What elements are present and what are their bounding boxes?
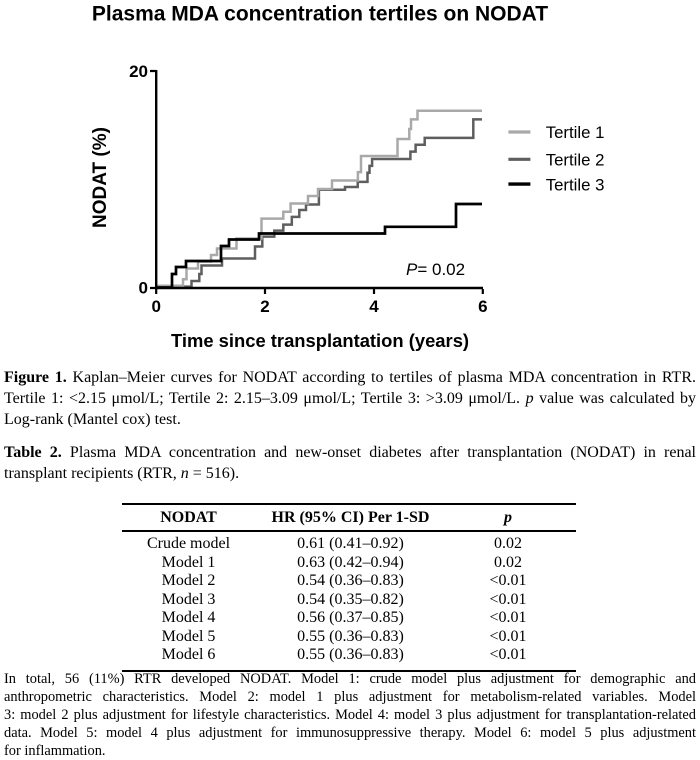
svg-text:0: 0	[139, 279, 148, 298]
svg-text:4: 4	[369, 297, 379, 316]
svg-text:Time since transplantation (ye: Time since transplantation (years)	[171, 330, 469, 351]
svg-text:Tertile 3: Tertile 3	[546, 175, 605, 194]
svg-text:6: 6	[478, 297, 487, 316]
svg-text:Tertile 1: Tertile 1	[546, 123, 605, 142]
svg-text:P= 0.02: P= 0.02	[406, 260, 465, 279]
svg-text:2: 2	[260, 297, 269, 316]
svg-text:Plasma MDA concentration terti: Plasma MDA concentration tertiles on NOD…	[92, 3, 548, 26]
svg-text:0: 0	[151, 297, 160, 316]
svg-text:NODAT (%): NODAT (%)	[90, 127, 111, 228]
svg-text:20: 20	[129, 62, 148, 81]
svg-text:Tertile 2: Tertile 2	[546, 151, 605, 170]
